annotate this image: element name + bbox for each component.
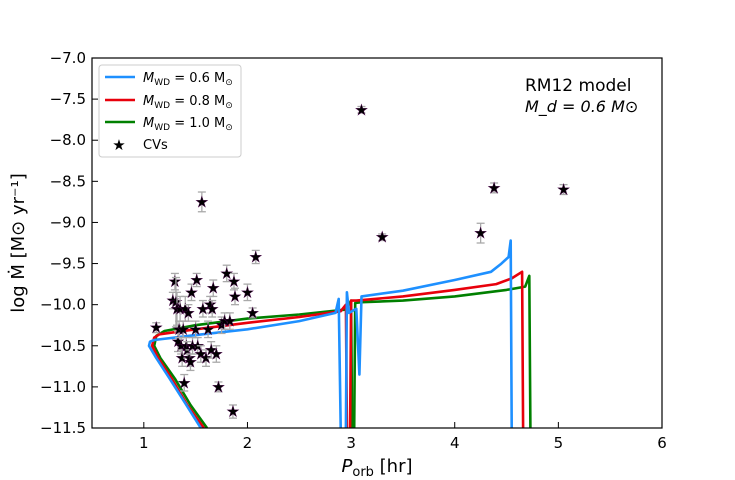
- cv-star: ★: [228, 287, 241, 305]
- series-0.6-short: [147, 297, 342, 428]
- legend-label-1.0: MWD = 1.0 M⊙: [143, 116, 233, 133]
- cv-star: ★: [184, 353, 197, 371]
- x-tick-label: 4: [450, 434, 460, 452]
- cv-star: ★: [355, 101, 368, 119]
- cv-star: ★: [176, 320, 189, 338]
- y-tick-label: −7.5: [50, 90, 86, 108]
- cv-star: ★: [375, 228, 388, 246]
- disk-mass-annotation: M_d = 0.6 M⊙: [525, 97, 638, 117]
- cv-star: ★: [201, 320, 214, 338]
- cv-star: ★: [241, 283, 254, 301]
- cv-star: ★: [210, 345, 223, 363]
- cv-star: ★: [557, 181, 570, 199]
- legend-label-0.8: MWD = 0.8 M⊙: [143, 94, 233, 111]
- y-tick-label: −11.5: [40, 419, 86, 437]
- y-tick-label: −10.0: [40, 296, 86, 314]
- cv-star: ★: [212, 378, 225, 396]
- cv-star: ★: [195, 193, 208, 211]
- cv-star: ★: [182, 304, 195, 322]
- cv-star: ★: [487, 179, 500, 197]
- cv-star: ★: [207, 279, 220, 297]
- series-1.0-long: [352, 274, 532, 428]
- y-tick-label: −8.5: [50, 172, 86, 190]
- x-tick-label: 3: [346, 434, 356, 452]
- cv-star: ★: [474, 224, 487, 242]
- cv-star: ★: [227, 273, 240, 291]
- y-tick-label: −9.0: [50, 213, 86, 231]
- x-tick-label: 6: [657, 434, 667, 452]
- cv-star: ★: [205, 300, 218, 318]
- cv-star: ★: [168, 273, 181, 291]
- cv-star: ★: [172, 320, 185, 338]
- cv-star: ★: [190, 271, 203, 289]
- x-tick-label: 5: [554, 434, 564, 452]
- cv-star: ★: [173, 300, 186, 318]
- y-tick-label: −7.0: [50, 49, 86, 67]
- y-tick-label: −9.5: [50, 255, 86, 273]
- legend: MWD = 0.6 M⊙ MWD = 0.8 M⊙ MWD = 1.0 M⊙ ★…: [98, 64, 242, 158]
- y-tick-label: −11.0: [40, 378, 86, 396]
- cv-star: ★: [178, 374, 191, 392]
- cv-star: ★: [226, 403, 239, 421]
- series-layer: [147, 239, 532, 428]
- plot-frame: [91, 57, 663, 429]
- x-tick-label: 1: [139, 434, 149, 452]
- series-0.8-long: [348, 270, 525, 428]
- cv-star: ★: [186, 337, 199, 355]
- axis-ticks: 1 2 3 4 5 6 −7.0 −7.5 −8.0 −8.5 −9.0 −9.5 −10.0 −10.5…: [40, 49, 667, 452]
- cv-star: ★: [246, 304, 259, 322]
- model-annotation: RM12 model: [525, 76, 631, 96]
- x-axis-label: Porb [hr]: [342, 456, 413, 480]
- cv-star: ★: [220, 264, 233, 282]
- cv-star: ★: [150, 319, 163, 337]
- x-tick-label: 2: [243, 434, 253, 452]
- legend-label-cvs: CVs: [143, 138, 168, 153]
- cv-star: ★: [223, 312, 236, 330]
- cv-points: ★★★★★★★★★★★★★★★★★★★★★★★★★★★★★★★★★★★★★★★★…: [149, 101, 570, 421]
- cv-star: ★: [169, 293, 182, 311]
- legend-star-icon: ★: [112, 136, 125, 154]
- cv-star: ★: [218, 312, 231, 330]
- legend-box: [98, 64, 242, 158]
- y-tick-label: −8.0: [50, 131, 86, 149]
- y-tick-label: −10.5: [40, 337, 86, 355]
- cv-star: ★: [185, 283, 198, 301]
- y-axis-label: log Ṁ [M⊙ yr⁻¹]: [8, 173, 29, 313]
- cv-star: ★: [199, 349, 212, 367]
- cv-star: ★: [189, 320, 202, 338]
- cv-star: ★: [249, 248, 262, 266]
- series-0.6-long: [344, 239, 513, 428]
- series-0.8-short: [150, 303, 349, 428]
- legend-label-0.6: MWD = 0.6 M⊙: [143, 71, 233, 88]
